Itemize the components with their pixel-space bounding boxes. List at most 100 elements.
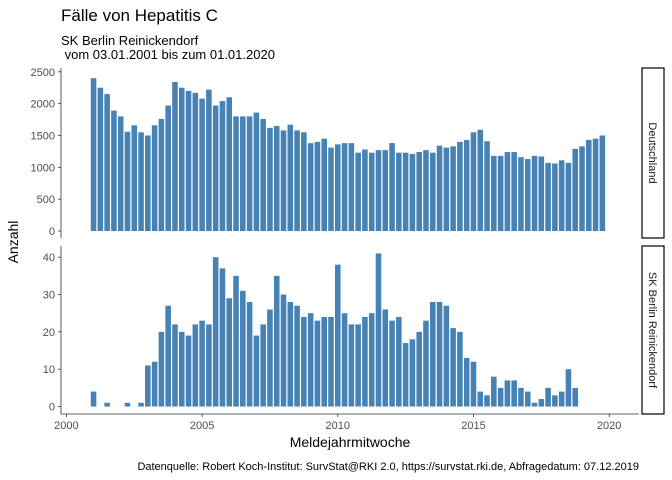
y-tick-label: 40 [43,252,55,264]
facet-strip-label: SK Berlin Reinickendorf [646,272,658,389]
bar [280,294,287,407]
y-tick-label: 0 [49,402,55,414]
bar [117,116,124,231]
x-tick-label: 2005 [190,420,214,432]
bar [273,125,280,231]
bar [314,320,321,407]
bar [579,146,585,231]
bar [226,97,233,231]
bar [477,129,484,231]
bar [253,335,260,407]
bar [212,257,219,407]
bar [138,402,144,407]
bar [443,147,450,231]
panel-sk-berlin-reinickendorf: 0 10 20 30 40 SK Berlin Reinickendorf [43,245,665,415]
bar [321,138,328,231]
bar [592,138,599,231]
bar [287,302,294,407]
bar [348,324,355,407]
bar [382,309,389,407]
bar [158,331,165,407]
bar [572,148,579,231]
x-tick-label: 2010 [326,420,350,432]
bar [192,92,199,231]
bar [199,320,205,407]
bar [362,316,368,407]
bar [124,131,131,231]
bar [531,155,538,231]
bar [423,320,429,407]
bar [552,163,558,231]
bar [355,152,361,231]
bar [396,316,402,407]
bar [436,145,443,231]
bar [158,118,165,231]
bar [565,369,572,407]
bar [240,290,246,407]
bar [328,147,334,231]
bar [348,143,355,231]
bar [97,87,104,231]
bar [199,98,205,231]
x-tick-label: 2015 [461,420,485,432]
bar [104,94,110,231]
facet-strip [641,245,665,415]
bar [212,105,219,231]
bar [538,399,545,407]
bar [457,331,463,407]
bar [402,152,409,231]
bar [307,143,314,231]
bar [450,328,456,407]
bar [90,78,97,231]
x-tick-label: 2000 [54,420,78,432]
bar [409,153,416,231]
facet-strip-label: Deutschland [646,122,658,183]
bar [246,302,253,407]
bar [301,132,307,231]
bar [599,135,606,231]
bar [233,116,239,231]
bar [409,339,416,407]
bar [233,275,239,407]
bar [335,144,341,231]
bar [138,132,144,231]
bar [531,402,538,407]
y-tick-label: 0 [49,226,55,238]
chart-subtitle-line2: vom 03.01.2001 bis zum 01.01.2020 [61,47,275,62]
bar [402,343,409,407]
bar [423,150,429,231]
bar [362,149,368,231]
bar [375,150,382,231]
y-tick-label: 20 [43,327,55,339]
bar [328,316,334,407]
bar [491,155,497,231]
x-axis-title: Meldejahrmitwoche [290,434,411,450]
y-tick-label: 2500 [31,67,55,79]
y-tick-label: 1000 [31,162,55,174]
bar [504,380,511,407]
bar [497,387,504,407]
bar [192,324,199,407]
y-tick-label: 2000 [31,99,55,111]
bar [124,402,131,407]
bar [558,391,565,407]
bar [341,313,348,407]
bar [491,376,497,407]
bar [375,253,382,407]
bar [511,152,517,231]
bar [145,135,151,231]
bar [206,89,212,231]
bar [90,391,97,407]
bar [226,298,233,407]
bar [463,358,470,407]
bar [463,139,470,231]
facet-strip [641,67,665,239]
y-tick-label: 1500 [31,130,55,142]
bar [368,313,375,407]
bar [165,105,171,231]
bar [450,146,456,231]
bar [389,320,395,407]
bar [307,313,314,407]
bar [111,110,117,231]
y-tick-label: 10 [43,364,55,376]
